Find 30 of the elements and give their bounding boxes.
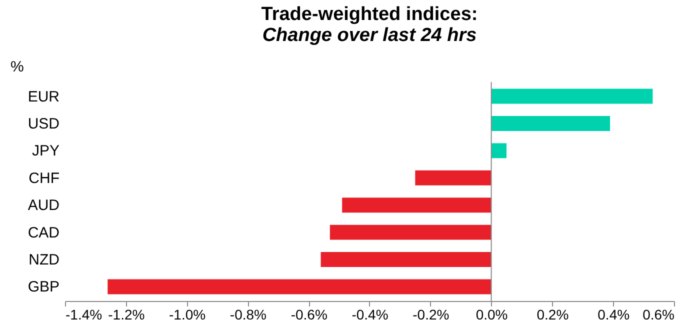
x-tick-label: -0.4% <box>352 306 388 322</box>
bar <box>415 170 492 186</box>
bar <box>108 279 492 294</box>
x-tick-label: -1.0% <box>169 306 206 322</box>
y-tick-label: NZD <box>28 252 60 269</box>
y-tick-label: EUR <box>28 88 60 106</box>
y-tick-label: CHF <box>28 170 60 187</box>
chart-title: Trade-weighted indices: <box>261 4 478 25</box>
x-tick-label: -1.2% <box>108 306 145 322</box>
y-tick-label: AUD <box>28 197 60 214</box>
y-tick-label: USD <box>28 115 60 132</box>
bar <box>320 252 492 267</box>
bar <box>491 143 507 158</box>
y-tick-label: JPY <box>32 142 60 160</box>
bar <box>491 116 610 131</box>
y-axis-title: % <box>10 58 24 76</box>
x-tick-label: -0.8% <box>230 306 266 322</box>
y-tick-label: CAD <box>28 224 60 242</box>
x-tick-label: 0.4% <box>598 306 630 322</box>
bar <box>330 224 492 240</box>
y-tick-label: GBP <box>28 278 60 296</box>
x-tick-label: -1.4% <box>66 306 102 322</box>
x-tick-label: -0.2% <box>412 306 450 322</box>
chart-subtitle: Change over last 24 hrs <box>262 25 477 46</box>
x-tick-label: 0.0% <box>476 306 508 322</box>
x-tick-label: 0.2% <box>536 306 569 322</box>
bar <box>342 198 492 213</box>
bar <box>491 88 653 104</box>
x-tick-label: -0.6% <box>290 306 328 322</box>
x-tick-label: 0.6% <box>642 306 674 322</box>
